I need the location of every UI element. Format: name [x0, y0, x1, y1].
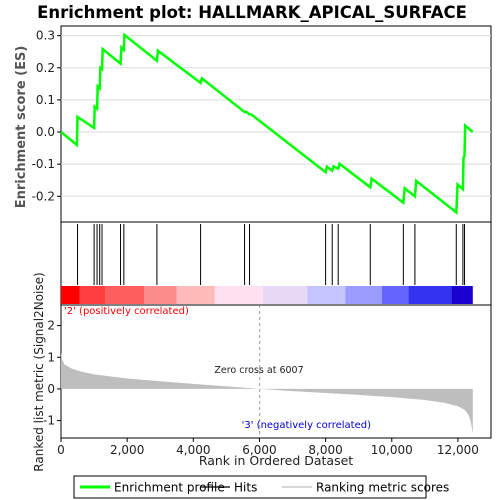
es-ytick-label: 0.2: [36, 61, 55, 75]
enrichment-profile-line: [60, 32, 474, 215]
es-axis-label: Enrichment score (ES): [14, 46, 29, 209]
legend-label: Enrichment profile: [114, 481, 225, 495]
es-panel-frame: [60, 25, 492, 223]
colorbar-segment: [262, 286, 308, 304]
colorbar-segment: [408, 286, 452, 304]
xtick-label: 6,000: [242, 443, 276, 457]
positive-correlation-label: '2' (positively correlated): [64, 306, 189, 317]
xtick-label: 2,000: [110, 443, 144, 457]
es-ytick-label: 0.1: [36, 93, 55, 107]
colorbar-segment: [79, 286, 105, 304]
colorbar-segment: [61, 286, 80, 304]
xtick-label: 4,000: [176, 443, 210, 457]
colorbar-segment: [144, 286, 177, 304]
colorbar-segment: [307, 286, 346, 304]
ranked-ytick-label: 1: [47, 350, 55, 364]
x-axis-label: Rank in Ordered Dataset: [199, 453, 353, 468]
ranked-axis-label: Ranked list metric (Signal2Noise): [32, 272, 46, 471]
ranking-metric-area: [61, 352, 473, 434]
es-ytick-label: 0.0: [36, 125, 55, 139]
ranked-panel-frame: [60, 304, 492, 439]
xtick-label: 12,000: [437, 443, 479, 457]
xtick-label: 10,000: [371, 443, 413, 457]
zero-cross-label: Zero cross at 6007: [214, 365, 303, 376]
ranked-ytick-label: 0: [47, 382, 55, 396]
colorbar-segment: [104, 286, 145, 304]
xtick-label: 0: [57, 443, 65, 457]
ranked-ytick-label: -1: [43, 414, 55, 428]
es-ytick-label: -0.2: [32, 189, 55, 203]
negative-correlation-label: '3' (negatively correlated): [242, 420, 371, 431]
xtick-label: 8,000: [308, 443, 342, 457]
legend-label: Ranking metric scores: [316, 481, 449, 495]
es-ytick-label: 0.3: [36, 29, 55, 43]
legend-label: Hits: [234, 481, 257, 495]
colorbar-segment: [176, 286, 215, 304]
colorbar-segment: [345, 286, 382, 304]
colorbar-segment: [381, 286, 409, 304]
legend-box: [73, 475, 427, 499]
colorbar-segment: [451, 286, 473, 304]
es-ytick-label: -0.1: [32, 157, 55, 171]
colorbar-segment: [214, 286, 263, 304]
chart-title: Enrichment plot: HALLMARK_APICAL_SURFACE: [37, 3, 467, 22]
ranked-ytick-label: 2: [47, 319, 55, 333]
